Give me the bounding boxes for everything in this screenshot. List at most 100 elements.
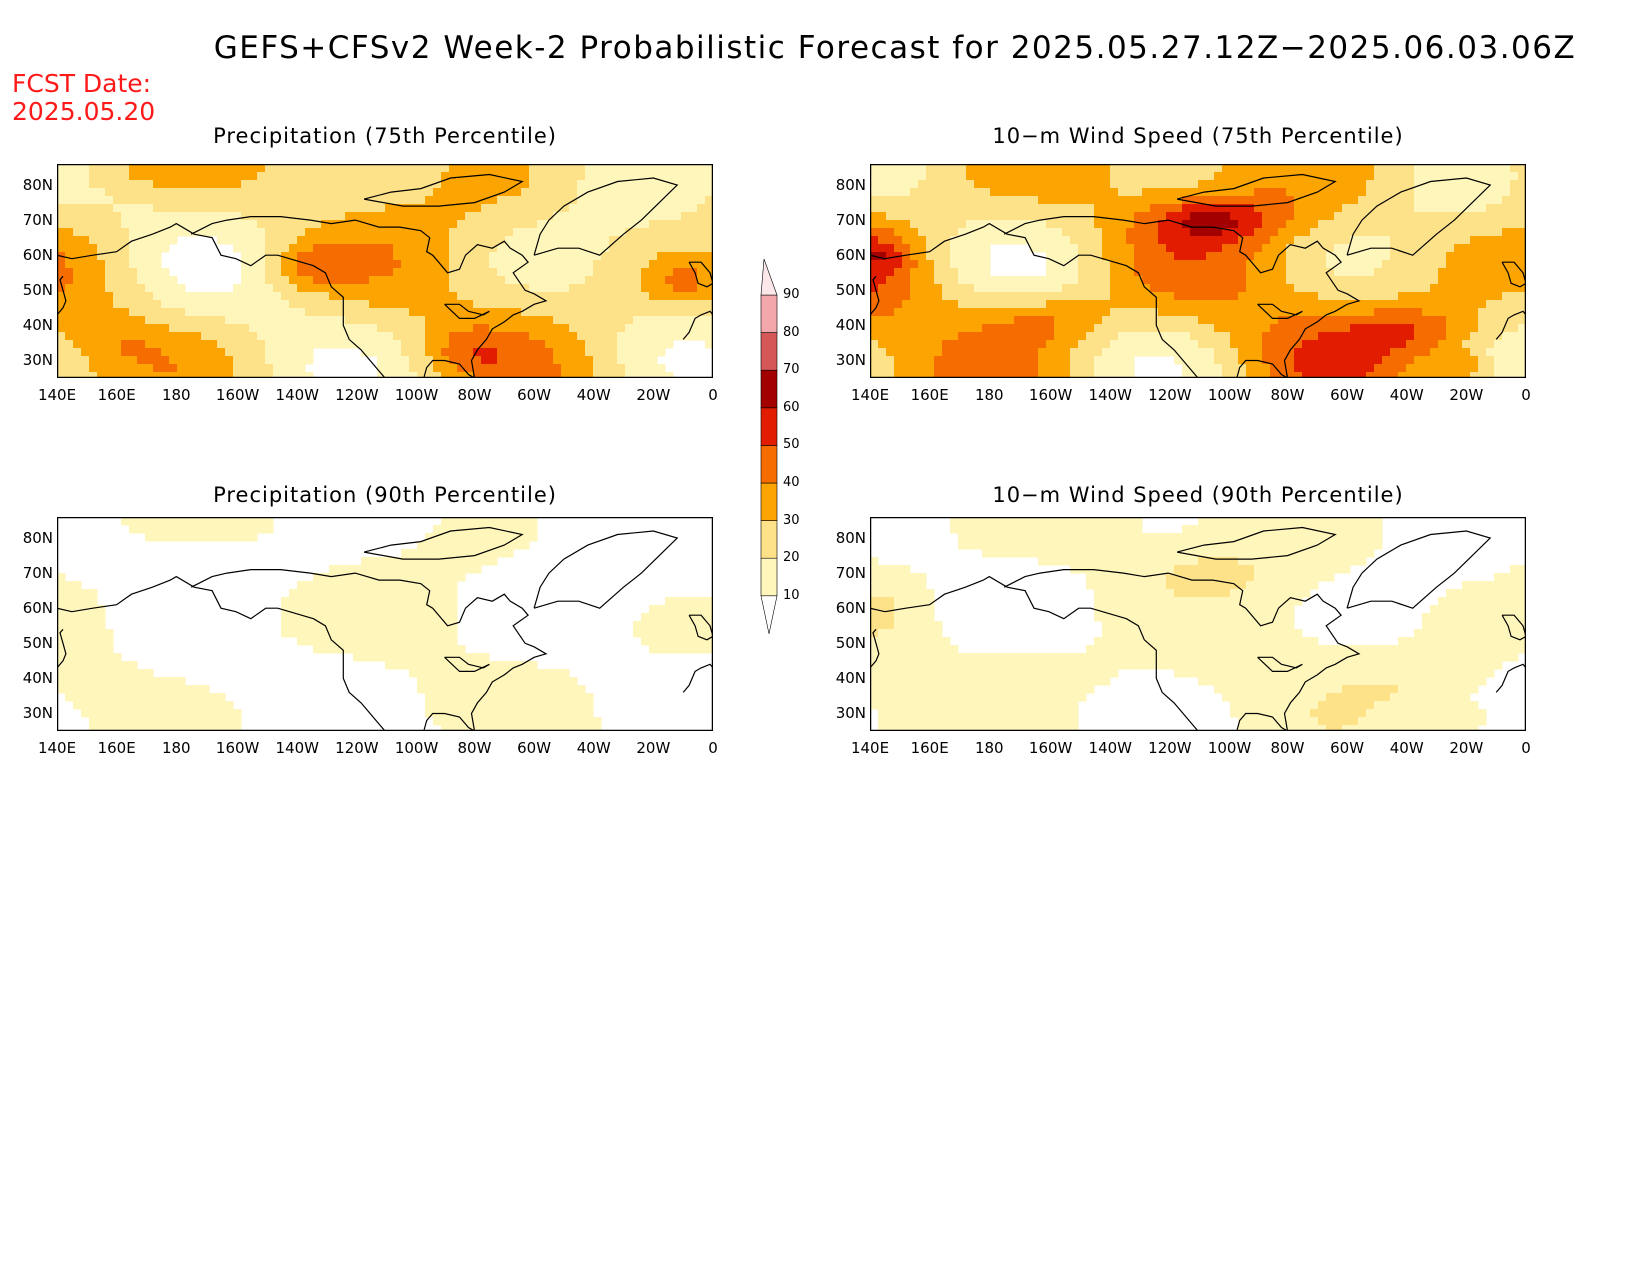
shading-cell — [1478, 340, 1487, 349]
shading-cell — [902, 324, 911, 333]
shading-cell — [1302, 308, 1311, 317]
shading-cell — [641, 372, 650, 378]
shading-cell — [1278, 276, 1287, 285]
shading-cell — [657, 252, 666, 261]
shading-cell — [974, 332, 983, 341]
shading-cell — [1174, 180, 1183, 189]
shading-cell — [113, 180, 122, 189]
shading-cell — [1054, 348, 1063, 357]
shading-cell — [958, 324, 967, 333]
shading-cell — [1446, 372, 1455, 378]
shading-cell — [337, 597, 346, 606]
shading-cell — [1198, 236, 1207, 245]
shading-cell — [577, 284, 586, 293]
shading-cell — [297, 276, 306, 285]
shading-cell — [265, 300, 274, 309]
shading-cell — [1182, 244, 1191, 253]
shading-cell — [1374, 172, 1383, 181]
shading-cell — [878, 228, 887, 237]
shading-cell — [169, 364, 178, 373]
shading-cell — [417, 164, 426, 173]
shading-cell — [1454, 180, 1463, 189]
shading-cell — [145, 340, 154, 349]
shading-cell — [1110, 324, 1119, 333]
shading-cell — [1214, 236, 1223, 245]
shading-cell — [1270, 252, 1279, 261]
shading-cell — [337, 629, 346, 638]
shading-cell — [1158, 236, 1167, 245]
shading-cell — [1190, 364, 1199, 373]
shading-cell — [966, 308, 975, 317]
shading-cell — [1414, 236, 1423, 245]
shading-cell — [1038, 364, 1047, 373]
shading-cell — [657, 260, 666, 269]
shading-cell — [1086, 372, 1095, 378]
shading-cell — [321, 276, 330, 285]
shading-cell — [481, 356, 490, 365]
shading-cell — [289, 212, 298, 221]
shading-cell — [1286, 236, 1295, 245]
shading-cell — [473, 348, 482, 357]
shading-cell — [974, 268, 983, 277]
shading-cell — [1110, 276, 1119, 285]
shading-cell — [321, 260, 330, 269]
shading-cell — [649, 260, 658, 269]
shading-cell — [257, 196, 266, 205]
shading-cell — [497, 332, 506, 341]
shading-cell — [1198, 196, 1207, 205]
shading-cell — [1142, 340, 1151, 349]
shading-cell — [1094, 284, 1103, 293]
shading-cell — [209, 204, 218, 213]
shading-cell — [1246, 164, 1255, 173]
shading-cell — [1006, 164, 1015, 173]
shading-cell — [473, 653, 482, 662]
shading-cell — [545, 669, 554, 678]
shading-cell — [497, 340, 506, 349]
shading-cell — [129, 220, 138, 229]
shading-cell — [1270, 204, 1279, 213]
shading-cell — [1222, 316, 1231, 325]
shading-cell — [257, 244, 266, 253]
shading-cell — [665, 276, 674, 285]
shading-cell — [870, 196, 879, 205]
shading-cell — [537, 244, 546, 253]
shading-cell — [513, 220, 522, 229]
shading-cell — [457, 244, 466, 253]
shading-cell — [1294, 372, 1303, 378]
shading-cell — [1206, 236, 1215, 245]
shading-cell — [417, 268, 426, 277]
shading-cell — [513, 300, 522, 309]
shading-cell — [697, 613, 706, 622]
shading-cell — [201, 316, 210, 325]
shading-cell — [89, 629, 98, 638]
shading-cell — [982, 164, 991, 173]
shading-cell — [1406, 332, 1415, 341]
shading-cell — [57, 677, 66, 686]
shading-cell — [457, 252, 466, 261]
shading-cell — [489, 332, 498, 341]
shading-cell — [105, 172, 114, 181]
shading-cell — [1350, 348, 1359, 357]
shading-cell — [1286, 188, 1295, 197]
shading-cell — [1374, 268, 1383, 277]
shading-cell — [1134, 244, 1143, 253]
shading-cell — [105, 685, 114, 694]
shading-cell — [1214, 196, 1223, 205]
shading-cell — [241, 340, 250, 349]
shading-cell — [1030, 188, 1039, 197]
shading-cell — [1190, 212, 1199, 221]
shading-cell — [1334, 244, 1343, 253]
shading-cell — [217, 340, 226, 349]
shading-cell — [473, 533, 482, 542]
shading-cell — [113, 260, 122, 269]
shading-cell — [185, 308, 194, 317]
shading-cell — [1398, 356, 1407, 365]
shading-cell — [1358, 316, 1367, 325]
shading-cell — [1246, 308, 1255, 317]
shading-cell — [1030, 220, 1039, 229]
shading-cell — [233, 196, 242, 205]
shading-cell — [990, 180, 999, 189]
shading-cell — [561, 364, 570, 373]
shading-cell — [1326, 316, 1335, 325]
shading-cell — [265, 340, 274, 349]
